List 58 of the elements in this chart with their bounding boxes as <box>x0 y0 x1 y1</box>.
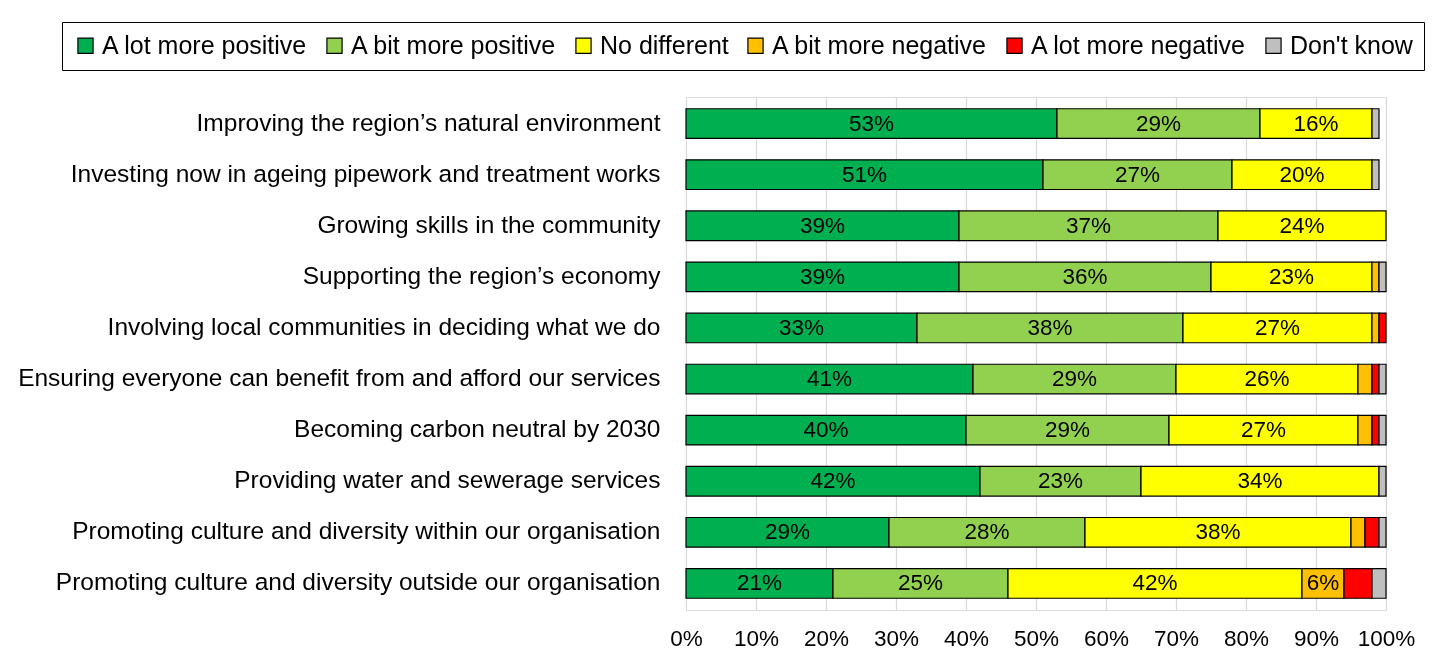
data-label: 26% <box>1244 366 1290 392</box>
x-tick-label: 80% <box>1223 625 1270 651</box>
y-tick-label: Becoming carbon neutral by 2030 <box>294 415 661 443</box>
data-label: 20% <box>1279 161 1325 187</box>
data-label: 23% <box>1037 468 1084 494</box>
data-label: 39% <box>799 263 846 289</box>
x-tick-label: 50% <box>1013 625 1060 651</box>
x-tick-label: 20% <box>803 625 850 651</box>
y-tick-label: Improving the region’s natural environment <box>196 108 661 136</box>
y-tick-label: Providing water and sewerage services <box>234 466 661 494</box>
data-label: 38% <box>1027 314 1073 340</box>
legend-label: Don't know <box>1290 30 1414 59</box>
y-tick-label: Supporting the region’s economy <box>302 261 662 289</box>
legend-label: A lot more negative <box>1031 30 1246 59</box>
data-label: 24% <box>1279 212 1325 238</box>
data-label: 16% <box>1293 110 1339 136</box>
data-label: 29% <box>1044 417 1091 443</box>
data-label: 6% <box>1306 570 1340 596</box>
y-tick-label: Promoting culture and diversity within our organisation <box>72 517 661 545</box>
data-label: 42% <box>810 468 856 494</box>
data-label: 51% <box>841 161 888 187</box>
data-label: 40% <box>803 417 849 443</box>
data-label: 39% <box>799 212 846 238</box>
x-tick-label: 10% <box>733 625 780 651</box>
legend-label: A bit more negative <box>772 30 987 59</box>
data-label: 42% <box>1132 570 1178 596</box>
legend-label: No different <box>600 30 729 59</box>
data-label: 27% <box>1114 161 1161 187</box>
data-label: 41% <box>806 366 853 392</box>
data-label: 27% <box>1254 314 1301 340</box>
x-tick-label: 70% <box>1153 625 1200 651</box>
x-tick-label: 0% <box>670 625 703 651</box>
data-label: 36% <box>1062 263 1108 289</box>
data-label: 53% <box>848 110 895 136</box>
y-tick-label: Growing skills in the community <box>317 210 662 238</box>
data-label: 34% <box>1237 468 1283 494</box>
data-label: 37% <box>1065 212 1112 238</box>
legend-label: A bit more positive <box>351 30 556 59</box>
data-label: 21% <box>736 570 783 596</box>
y-tick-label: Investing now in ageing pipework and treatment works <box>70 159 661 187</box>
data-label: 33% <box>778 314 825 340</box>
x-tick-label: 40% <box>943 625 990 651</box>
x-tick-label: 30% <box>873 625 920 651</box>
data-label: 29% <box>764 519 811 545</box>
y-tick-label: Involving local communities in deciding what we do <box>107 312 661 340</box>
data-label: 27% <box>1240 417 1287 443</box>
x-tick-label: 60% <box>1083 625 1130 651</box>
data-label: 28% <box>964 519 1010 545</box>
legend-label: A lot more positive <box>102 30 307 59</box>
data-label: 29% <box>1051 366 1098 392</box>
data-label: 38% <box>1195 519 1241 545</box>
y-tick-label: Promoting culture and diversity outside our organisation <box>55 568 661 596</box>
x-tick-label: 100% <box>1357 625 1416 651</box>
data-label: 23% <box>1268 263 1315 289</box>
y-tick-label: Ensuring everyone can benefit from and afford our services <box>18 364 661 392</box>
x-tick-label: 90% <box>1293 625 1340 651</box>
data-label: 29% <box>1135 110 1182 136</box>
data-label: 25% <box>897 570 944 596</box>
